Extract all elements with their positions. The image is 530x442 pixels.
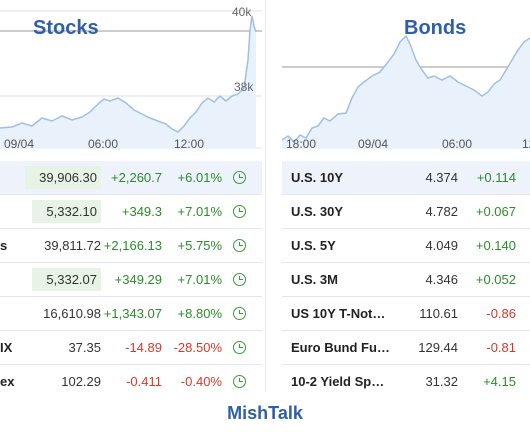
- bond-value: 4.049: [425, 238, 458, 253]
- stock-pct: -28.50%: [173, 340, 222, 355]
- bonds-chart-svg: [282, 34, 530, 149]
- clock-icon[interactable]: [233, 205, 246, 218]
- stock-change: -14.89: [125, 340, 162, 355]
- bond-change: +4.15: [483, 374, 516, 389]
- bonds-panel: Bonds 18:00 09/04 06:00 12:00 U.S. 10Y 4…: [282, 0, 530, 392]
- stocks-x-tick: 09/04: [4, 137, 35, 151]
- stocks-chart: Stocks 40k 38k 09/04 06:00 12:00: [0, 0, 262, 152]
- clock-icon[interactable]: [233, 307, 246, 320]
- stock-name: s: [0, 238, 8, 253]
- bonds-title: Bonds: [404, 17, 467, 39]
- bonds-x-tick: 06:00: [442, 137, 473, 151]
- bond-value: 129.44: [418, 340, 458, 355]
- bond-name: U.S. 5Y: [291, 238, 336, 253]
- stocks-x-tick: 06:00: [88, 137, 119, 151]
- stocks-y-label-38k: 38k: [234, 80, 254, 94]
- table-row[interactable]: US 10Y T-Not… 110.61 -0.86: [282, 297, 530, 331]
- stocks-line: [0, 15, 257, 133]
- clock-icon[interactable]: [233, 171, 246, 184]
- stock-name: IX: [0, 340, 13, 355]
- bond-name: US 10Y T-Not…: [291, 306, 386, 321]
- stock-pct: +6.01%: [177, 170, 222, 185]
- stocks-area: [0, 16, 256, 148]
- bonds-table: U.S. 10Y 4.374 +0.114 U.S. 30Y 4.782 +0.…: [282, 161, 530, 392]
- stocks-title: Stocks: [33, 17, 99, 39]
- clock-icon[interactable]: [233, 273, 246, 286]
- table-row[interactable]: 5,332.10 +349.3 +7.01%: [0, 195, 262, 229]
- stock-pct: +5.75%: [177, 238, 222, 253]
- table-row[interactable]: 16,610.98 +1,343.07 +8.80%: [0, 297, 262, 331]
- table-row[interactable]: Euro Bund Fu… 129.44 -0.81: [282, 331, 530, 365]
- brand-label: MishTalk: [227, 403, 303, 423]
- stock-pct: +7.01%: [177, 272, 222, 287]
- stock-change: +1,343.07: [103, 306, 162, 321]
- bond-change: -0.86: [486, 306, 516, 321]
- stock-value: 37.35: [68, 340, 101, 355]
- stocks-y-label-40k: 40k: [232, 5, 252, 19]
- table-row[interactable]: U.S. 5Y 4.049 +0.140: [282, 229, 530, 263]
- table-row[interactable]: 5,332.07 +349.29 +7.01%: [0, 263, 262, 297]
- table-row[interactable]: U.S. 3M 4.346 +0.052: [282, 263, 530, 297]
- bond-value: 4.374: [425, 170, 458, 185]
- bond-value: 4.346: [425, 272, 458, 287]
- bond-value: 31.32: [425, 374, 458, 389]
- bonds-line: [282, 34, 530, 144]
- stock-value: 5,332.10: [32, 195, 101, 228]
- bond-change: +0.067: [475, 204, 516, 219]
- bonds-x-tick: 09/04: [358, 137, 389, 151]
- bond-value: 110.61: [419, 306, 458, 321]
- table-row[interactable]: IX 37.35 -14.89 -28.50%: [0, 331, 262, 365]
- table-row[interactable]: 39,906.30 +2,260.7 +6.01%: [0, 161, 262, 195]
- clock-icon[interactable]: [233, 341, 246, 354]
- stocks-x-tick: 12:00: [174, 137, 205, 151]
- stock-change: +349.29: [114, 272, 162, 287]
- stock-pct: +8.80%: [177, 306, 222, 321]
- stock-change: +349.3: [121, 204, 162, 219]
- stock-name: ex: [0, 374, 15, 389]
- stock-value: 102.29: [61, 374, 101, 389]
- stocks-chart-svg: [0, 10, 262, 149]
- stock-value: 39,906.30: [25, 161, 101, 194]
- panel-divider: [265, 0, 266, 392]
- stock-change: +2,166.13: [103, 238, 162, 253]
- stock-value: 16,610.98: [43, 306, 101, 321]
- bond-change: +0.052: [475, 272, 516, 287]
- stock-pct: +7.01%: [177, 204, 222, 219]
- table-row[interactable]: 10-2 Yield Sp… 31.32 +4.15: [282, 365, 530, 392]
- stocks-panel: Stocks 40k 38k 09/04 06:00 12:00 39,906.…: [0, 0, 262, 392]
- bonds-area: [282, 36, 530, 148]
- stock-pct: -0.40%: [180, 374, 222, 389]
- bond-change: +0.140: [475, 238, 516, 253]
- bonds-x-tick: 18:00: [286, 137, 317, 151]
- bond-name: U.S. 3M: [291, 272, 338, 287]
- table-row[interactable]: U.S. 10Y 4.374 +0.114: [282, 161, 530, 195]
- clock-icon[interactable]: [233, 375, 246, 388]
- bonds-x-tick: 12:00: [522, 137, 530, 151]
- bond-change: -0.81: [486, 340, 516, 355]
- stock-change: +2,260.7: [111, 170, 162, 185]
- bond-value: 4.782: [425, 204, 458, 219]
- bond-name: Euro Bund Fu…: [291, 340, 390, 355]
- table-row[interactable]: U.S. 30Y 4.782 +0.067: [282, 195, 530, 229]
- bond-name: 10-2 Yield Sp…: [291, 374, 385, 389]
- stock-value: 39,811.72: [44, 238, 101, 253]
- bond-change: +0.114: [476, 170, 516, 185]
- bond-name: U.S. 30Y: [291, 204, 344, 219]
- stocks-table: 39,906.30 +2,260.7 +6.01% 5,332.10 +349.…: [0, 161, 262, 392]
- clock-icon[interactable]: [233, 239, 246, 252]
- table-row[interactable]: ex 102.29 -0.411 -0.40%: [0, 365, 262, 392]
- stock-change: -0.411: [126, 374, 162, 389]
- stock-value: 5,332.07: [32, 263, 101, 296]
- bonds-chart: Bonds 18:00 09/04 06:00 12:00: [282, 0, 530, 152]
- bond-name: U.S. 10Y: [291, 170, 344, 185]
- table-row[interactable]: s 39,811.72 +2,166.13 +5.75%: [0, 229, 262, 263]
